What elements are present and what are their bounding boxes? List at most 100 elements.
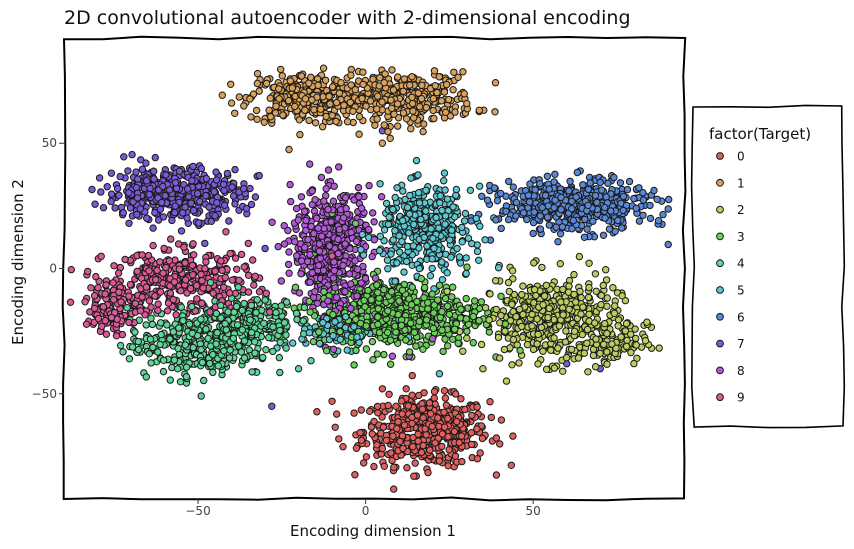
data-point xyxy=(286,180,294,189)
data-point xyxy=(295,289,304,297)
data-point xyxy=(179,317,187,325)
data-point xyxy=(128,150,136,159)
data-point xyxy=(167,235,175,243)
data-point xyxy=(97,252,105,260)
data-point xyxy=(271,109,280,117)
data-point xyxy=(438,308,446,316)
data-point xyxy=(278,72,286,80)
data-point xyxy=(447,253,455,261)
data-point xyxy=(469,312,477,321)
data-point xyxy=(585,259,593,267)
data-point xyxy=(616,179,625,187)
data-point xyxy=(442,108,450,117)
data-point xyxy=(248,368,256,376)
data-point xyxy=(235,342,243,350)
data-point xyxy=(599,281,607,290)
data-point xyxy=(157,330,165,339)
data-point xyxy=(389,236,397,244)
data-point xyxy=(374,305,382,313)
data-point xyxy=(544,202,552,210)
data-point xyxy=(99,303,108,311)
data-point xyxy=(438,276,447,284)
data-point xyxy=(536,212,544,220)
data-point xyxy=(382,436,391,444)
data-point xyxy=(539,301,547,309)
data-point xyxy=(149,241,157,250)
data-point xyxy=(398,286,407,294)
data-point xyxy=(650,186,658,195)
data-point xyxy=(577,310,585,318)
data-point xyxy=(509,335,518,344)
data-point xyxy=(81,298,89,306)
data-point xyxy=(253,79,261,88)
data-point xyxy=(274,242,282,251)
data-point xyxy=(471,297,479,305)
data-point xyxy=(337,79,345,87)
data-point xyxy=(460,90,468,98)
data-point xyxy=(384,265,392,273)
data-point xyxy=(397,397,406,405)
data-point xyxy=(428,290,436,298)
data-point xyxy=(182,276,190,284)
data-point xyxy=(599,231,608,240)
data-point xyxy=(327,218,335,226)
data-point xyxy=(289,339,297,347)
data-point xyxy=(197,270,205,279)
data-point xyxy=(253,115,261,124)
data-point xyxy=(126,280,135,289)
data-point xyxy=(357,204,366,212)
data-point xyxy=(209,350,217,359)
data-point xyxy=(218,266,226,275)
data-point xyxy=(396,437,404,446)
data-point xyxy=(449,335,457,343)
data-point xyxy=(584,293,593,302)
data-point xyxy=(206,308,214,316)
data-point xyxy=(345,270,354,278)
data-point xyxy=(463,263,471,271)
data-point xyxy=(362,453,371,461)
data-point xyxy=(385,390,393,398)
data-point xyxy=(351,471,359,479)
data-point xyxy=(486,290,494,298)
data-point xyxy=(557,205,565,214)
data-point xyxy=(453,244,461,253)
data-point xyxy=(494,264,503,272)
data-point xyxy=(475,316,483,325)
data-point xyxy=(91,200,99,208)
data-point xyxy=(260,118,268,127)
data-point xyxy=(374,409,382,417)
data-point xyxy=(603,329,611,338)
data-point xyxy=(145,190,154,199)
data-point xyxy=(525,198,534,206)
data-point xyxy=(384,307,392,315)
data-point xyxy=(193,189,202,198)
data-point xyxy=(146,184,154,193)
data-point xyxy=(448,293,456,301)
data-point xyxy=(163,307,172,315)
data-point xyxy=(313,214,321,223)
data-point xyxy=(200,376,208,385)
data-point xyxy=(131,299,140,308)
data-point xyxy=(262,346,270,354)
data-point xyxy=(255,171,263,180)
data-point xyxy=(457,395,465,403)
data-point xyxy=(408,283,416,291)
data-point xyxy=(223,169,232,178)
data-point xyxy=(544,313,552,322)
data-point xyxy=(311,119,320,127)
data-point xyxy=(238,306,246,315)
data-point xyxy=(429,234,437,243)
data-point xyxy=(115,288,123,296)
data-point xyxy=(422,186,430,195)
data-point xyxy=(438,326,446,334)
data-point xyxy=(493,197,502,205)
data-point xyxy=(572,298,580,306)
data-point xyxy=(231,200,239,208)
data-point xyxy=(224,308,232,316)
data-point xyxy=(87,284,95,292)
data-point xyxy=(186,284,195,293)
data-point xyxy=(369,209,377,217)
data-point xyxy=(410,472,418,480)
data-point xyxy=(320,197,328,205)
data-point xyxy=(487,413,495,422)
